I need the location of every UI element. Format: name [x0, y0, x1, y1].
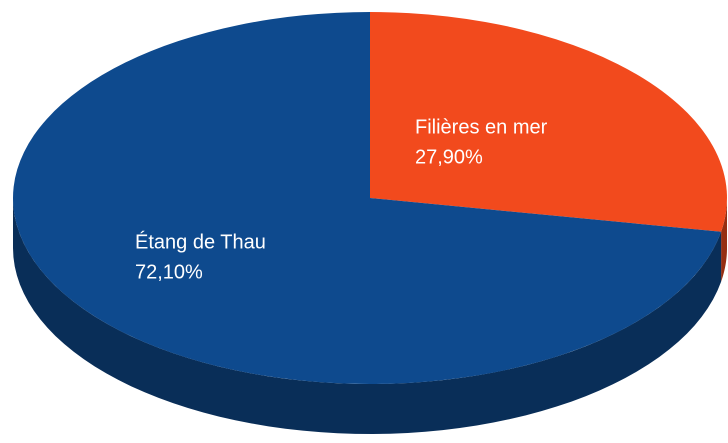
pie-slice — [370, 12, 727, 232]
pie-side — [13, 198, 722, 434]
slice-label: Étang de Thau — [135, 230, 266, 253]
slice-value-label: 72,10% — [135, 261, 203, 283]
pie-side — [721, 198, 727, 282]
slice-value-label: 27,90% — [415, 146, 483, 168]
pie-slice — [13, 12, 722, 385]
slice-label: Filières en mer — [415, 116, 548, 138]
